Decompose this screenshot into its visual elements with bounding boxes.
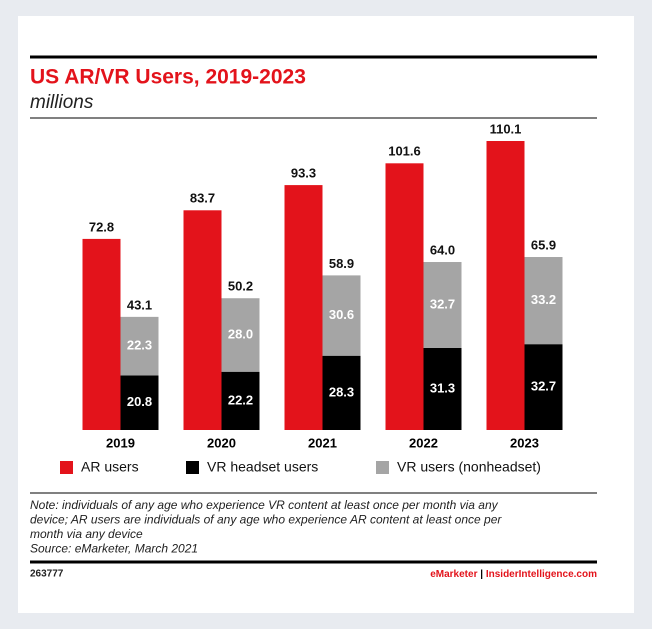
data-label: 83.7 xyxy=(190,191,215,206)
note: Note: individuals of any age who experie… xyxy=(30,498,499,512)
x-tick-label: 2020 xyxy=(207,435,236,450)
note: Source: eMarketer, March 2021 xyxy=(30,542,198,556)
data-label: 101.6 xyxy=(388,144,421,159)
legend-swatch xyxy=(60,461,73,474)
brand-separator: | xyxy=(480,569,483,580)
x-tick-label: 2021 xyxy=(308,435,337,450)
segment-label: 22.2 xyxy=(228,392,253,407)
bar xyxy=(524,344,563,430)
legend-label: AR users xyxy=(81,459,139,475)
x-tick-label: 2023 xyxy=(510,435,539,450)
segment-label: 28.3 xyxy=(329,384,354,399)
segment-label: 32.7 xyxy=(531,379,556,394)
data-label: 93.3 xyxy=(291,166,316,181)
x-tick-label: 2022 xyxy=(409,435,438,450)
bar xyxy=(221,298,260,372)
chart-title: US AR/VR Users, 2019-2023 xyxy=(30,66,306,89)
chart-id: 263777 xyxy=(30,569,64,580)
segment-label: 33.2 xyxy=(531,292,556,307)
stack-total-label: 43.1 xyxy=(127,297,152,312)
segment-label: 31.3 xyxy=(430,380,455,395)
legend-swatch xyxy=(376,461,389,474)
bar xyxy=(183,210,222,430)
brand-name: eMarketer xyxy=(430,569,477,580)
bar xyxy=(524,257,563,345)
bar xyxy=(120,316,159,376)
stack-total-label: 58.9 xyxy=(329,256,354,271)
legend-label: VR headset users xyxy=(207,459,318,475)
segment-label: 30.6 xyxy=(329,307,354,322)
note: device; AR users are individuals of any … xyxy=(30,513,502,527)
legend-swatch xyxy=(186,461,199,474)
stack-total-label: 65.9 xyxy=(531,237,556,252)
stack-total-label: 64.0 xyxy=(430,242,455,257)
bar xyxy=(120,375,159,430)
legend-label: VR users (nonheadset) xyxy=(397,459,541,475)
note: month via any device xyxy=(30,527,143,541)
data-label: 110.1 xyxy=(490,121,522,136)
bar xyxy=(284,185,323,430)
segment-label: 28.0 xyxy=(228,326,253,341)
bar xyxy=(423,347,462,430)
bar xyxy=(82,238,121,430)
segment-label: 22.3 xyxy=(127,338,152,353)
chart-subtitle: millions xyxy=(30,92,94,113)
stack-total-label: 50.2 xyxy=(228,279,253,294)
bar xyxy=(221,371,260,430)
segment-label: 20.8 xyxy=(127,394,152,409)
bar xyxy=(322,275,361,356)
bar xyxy=(385,163,424,431)
x-tick-label: 2019 xyxy=(106,435,135,450)
brand: eMarketer | InsiderIntelligence.com xyxy=(430,569,597,580)
bar xyxy=(423,262,462,348)
segment-label: 32.7 xyxy=(430,296,455,311)
data-label: 72.8 xyxy=(89,219,114,234)
bar xyxy=(486,141,525,430)
brand-site: InsiderIntelligence.com xyxy=(486,569,597,580)
bar xyxy=(322,355,361,430)
